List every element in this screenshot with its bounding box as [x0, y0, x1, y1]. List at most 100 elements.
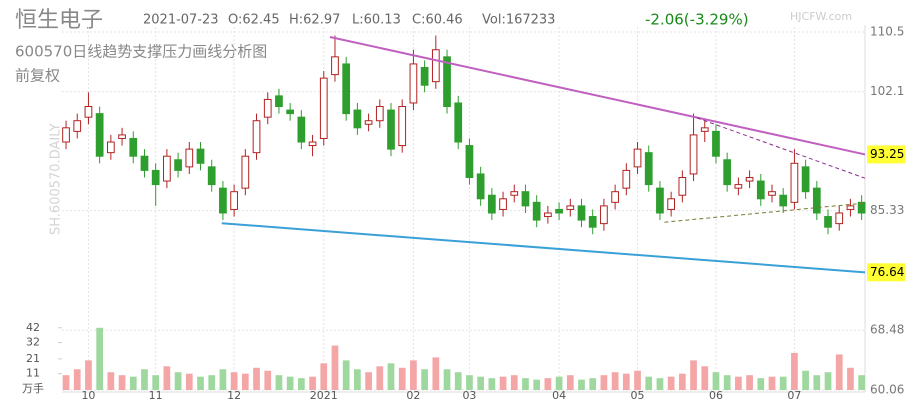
- candle-body: [207, 166, 216, 186]
- volume-bar: [152, 375, 160, 390]
- price-label: 76.64: [870, 265, 904, 279]
- volume-bar: [107, 372, 115, 390]
- volume-bar: [768, 376, 776, 390]
- volume-bar: [667, 376, 675, 390]
- candle-body: [465, 145, 474, 178]
- candle-body: [835, 212, 844, 225]
- y-tick-label: 110.5: [870, 25, 904, 39]
- candle-body: [252, 120, 261, 154]
- volume-bar: [533, 379, 541, 390]
- candle-body: [163, 155, 171, 182]
- volume-bar: [398, 367, 406, 390]
- candle-body: [555, 208, 563, 214]
- volume-bar: [701, 366, 709, 390]
- volume-bar: [141, 369, 148, 390]
- candle-body: [510, 191, 519, 196]
- candle-body: [431, 49, 440, 83]
- vol-tick-label: 11: [26, 367, 40, 380]
- y-tick-label: 102.1: [870, 84, 904, 98]
- y-tick-label: 68.48: [870, 323, 904, 337]
- candle-body: [454, 102, 463, 143]
- candle-body: [824, 216, 832, 228]
- close-info: C:60.46: [412, 13, 463, 28]
- candle-body: [790, 162, 799, 203]
- volume-bar: [622, 373, 630, 390]
- candle-body: [308, 141, 317, 147]
- candle-body: [633, 148, 642, 168]
- candle-body: [241, 155, 250, 189]
- volume-bar: [286, 376, 294, 390]
- volume-bar: [835, 354, 843, 390]
- candle-body: [331, 56, 339, 76]
- vol-info: Vol:167233: [482, 13, 555, 28]
- candle-body: [600, 205, 608, 225]
- candle-body: [398, 106, 407, 147]
- candle-body: [443, 56, 451, 108]
- candle-body: [219, 187, 227, 214]
- volume-bar: [678, 373, 686, 390]
- candle-body: [106, 141, 115, 154]
- candle-body: [577, 205, 586, 221]
- candle-body: [174, 159, 182, 171]
- volume-bar: [174, 372, 182, 390]
- candle-body: [95, 113, 104, 157]
- site: HJCFW.com: [790, 10, 852, 23]
- candle-body: [723, 159, 732, 186]
- volume-bar: [253, 367, 260, 390]
- low-info: L:60.13: [352, 13, 401, 28]
- x-tick-label: 10: [81, 389, 95, 400]
- candle-body: [84, 106, 93, 118]
- volume-bar: [723, 375, 731, 390]
- volume-bar: [634, 370, 641, 390]
- candle-body: [622, 169, 631, 189]
- candle-body: [745, 176, 754, 182]
- volume-bar: [544, 378, 552, 390]
- candle-body: [297, 116, 306, 143]
- candle-body: [118, 134, 126, 139]
- candle-body: [801, 166, 810, 193]
- volume-bar: [342, 360, 350, 390]
- volume-bar: [163, 366, 171, 390]
- candle-body: [544, 212, 552, 218]
- volume-bar: [320, 363, 328, 390]
- volume-bar: [297, 378, 305, 390]
- vol-tick-label: 42: [26, 321, 40, 334]
- watermark: SH.600570.DAILY: [49, 123, 64, 235]
- price-label-bg: [867, 263, 905, 282]
- volume-bar: [488, 378, 496, 390]
- candle-body: [230, 191, 238, 210]
- volume-bar: [443, 369, 451, 390]
- candle-body: [566, 205, 575, 210]
- volume-bar: [555, 376, 563, 390]
- volume-bar: [354, 369, 361, 390]
- candle-body: [409, 63, 418, 104]
- trend-line: [664, 202, 866, 223]
- x-tick-label: 04: [552, 389, 566, 400]
- trend-line: [221, 222, 866, 274]
- volume-bar: [690, 360, 697, 390]
- volume-bar: [230, 372, 238, 390]
- trend-line: [696, 117, 866, 179]
- volume-bar: [824, 372, 832, 390]
- candle-body: [499, 198, 507, 210]
- volume-bar: [454, 372, 462, 390]
- candle-body: [588, 216, 597, 228]
- vol-unit: 万手: [22, 381, 44, 395]
- candle-body: [387, 109, 395, 150]
- volume-bar: [600, 375, 608, 390]
- candle-body: [521, 191, 530, 207]
- candle-body: [734, 184, 743, 189]
- volume-bar: [510, 375, 518, 390]
- volume-bar: [264, 370, 272, 390]
- candle-body: [286, 109, 295, 115]
- volume-bar: [275, 375, 283, 390]
- x-tick-label: 12: [227, 389, 241, 400]
- volume-bar: [85, 360, 92, 390]
- volume-bar: [185, 373, 193, 390]
- candle-body: [756, 180, 765, 200]
- candle-body: [364, 120, 373, 125]
- volume-bar: [802, 370, 809, 390]
- volume-bar: [410, 360, 417, 390]
- x-tick-label: 05: [631, 389, 645, 400]
